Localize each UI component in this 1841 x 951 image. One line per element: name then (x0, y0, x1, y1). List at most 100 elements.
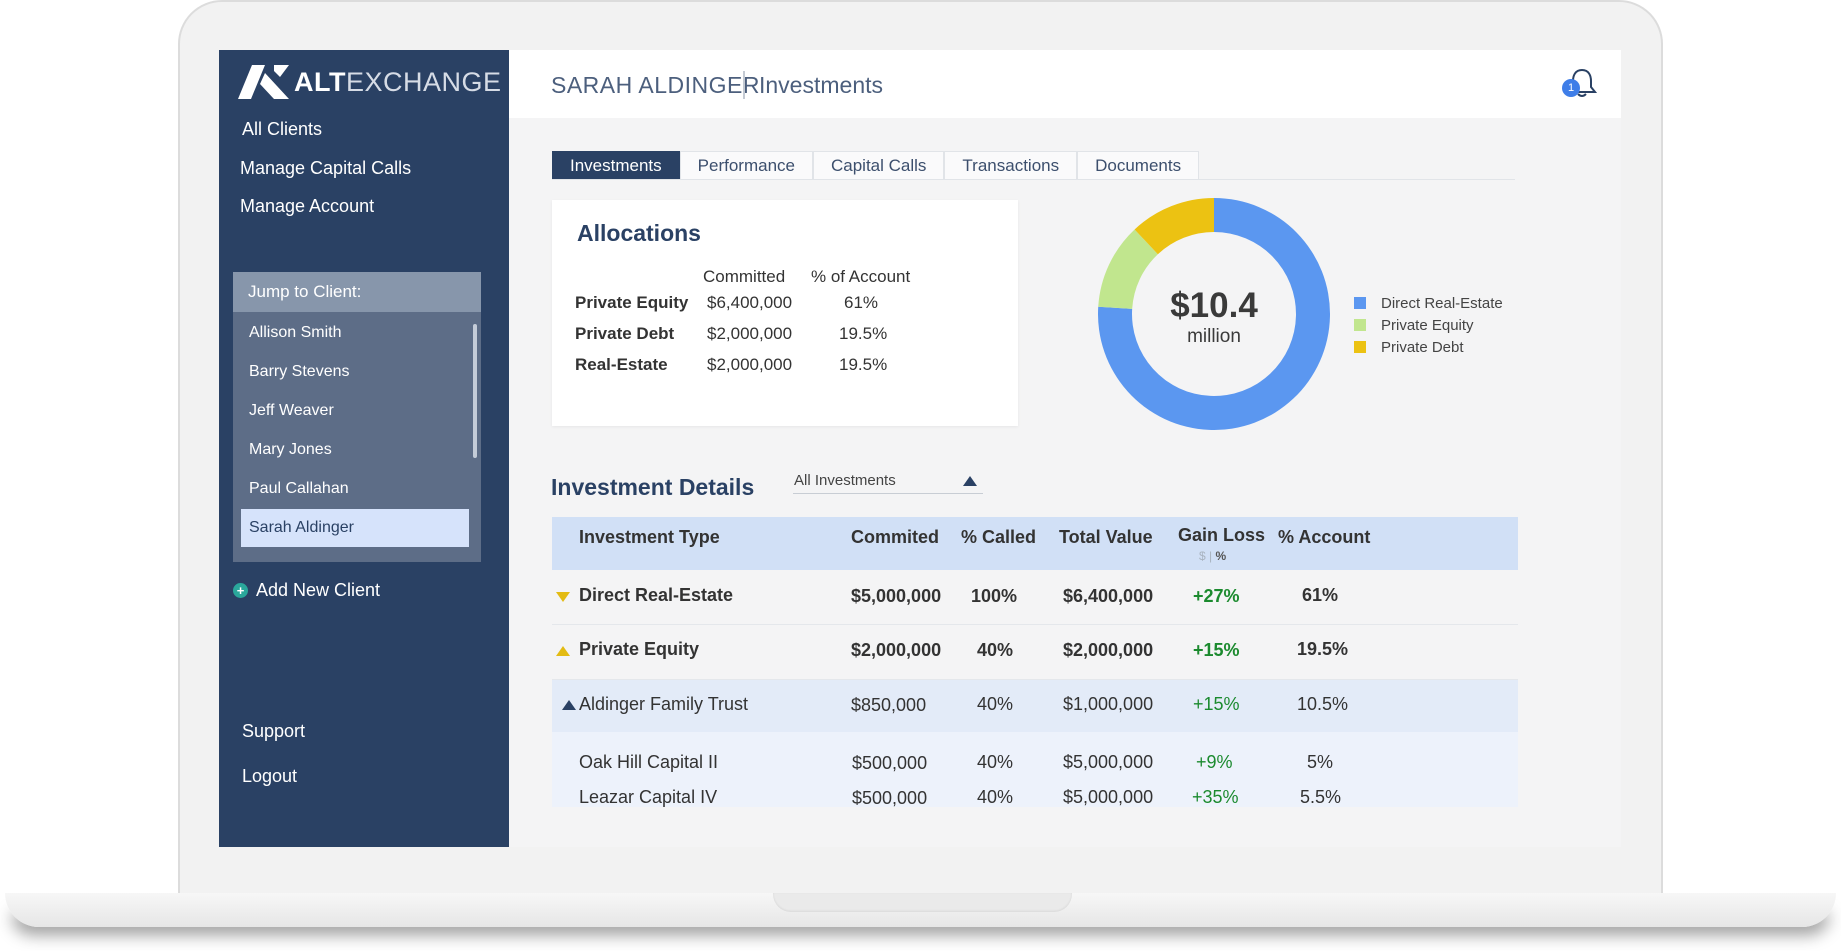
donut-svg (1098, 198, 1330, 430)
donut-legend: Direct Real-Estate Private Equity Privat… (1354, 292, 1503, 358)
page-title: Investments (759, 72, 883, 98)
cell-account: 19.5% (1297, 639, 1349, 659)
cell-total: $5,000,000 (1063, 787, 1154, 807)
tab-capital-calls[interactable]: Capital Calls (812, 151, 945, 179)
client-item-jeff-weaver[interactable]: Jeff Weaver (249, 402, 334, 419)
allocations-committed-header: Committed (703, 267, 786, 286)
donut-unit: million (1187, 326, 1241, 347)
allocation-pct: 19.5% (839, 355, 888, 374)
client-name-title: SARAH ALDINGER (551, 72, 760, 98)
allocation-name: Real-Estate (575, 355, 668, 374)
gain-unit-dollar[interactable]: $ (1199, 549, 1206, 563)
allocation-committed: $2,000,000 (707, 355, 793, 374)
allocation-name: Private Equity (575, 293, 689, 312)
col-gain-loss[interactable]: Gain Loss (1178, 525, 1266, 545)
table-row[interactable]: Direct Real-Estate $5,000,000 100% $6,40… (552, 570, 1518, 625)
legend-swatch (1354, 297, 1366, 309)
tab-documents[interactable]: Documents (1077, 151, 1200, 179)
cell-gain: +9% (1196, 752, 1233, 772)
jump-to-client-panel: Jump to Client: Allison Smith Barry Stev… (233, 272, 481, 562)
gain-unit-percent[interactable]: % (1215, 549, 1227, 563)
tab-investments[interactable]: Investments (552, 151, 680, 179)
cell-type: Oak Hill Capital II (579, 752, 719, 772)
col-total-value[interactable]: Total Value (1059, 527, 1153, 547)
cell-total: $6,400,000 (1063, 586, 1154, 606)
client-list-scrollbar[interactable] (473, 324, 477, 458)
expand-arrow-icon[interactable] (562, 700, 576, 710)
col-called[interactable]: % Called (961, 527, 1037, 547)
cell-total: $1,000,000 (1063, 694, 1154, 714)
donut-total: $10.4 (1170, 286, 1258, 325)
page-header: SARAH ALDINGER Investments 1 (509, 50, 1621, 118)
cell-type: Private Equity (579, 639, 700, 659)
legend-swatch (1354, 319, 1366, 331)
col-committed[interactable]: Commited (851, 527, 940, 547)
nav-all-clients[interactable]: All Clients (242, 119, 323, 139)
tab-performance[interactable]: Performance (679, 151, 813, 179)
cell-type: Leazar Capital IV (579, 787, 718, 807)
client-item-paul-callahan[interactable]: Paul Callahan (249, 480, 349, 497)
client-item-mary-jones[interactable]: Mary Jones (249, 441, 332, 458)
cell-called: 40% (977, 752, 1014, 772)
investment-filter-value: All Investments (794, 472, 896, 489)
col-investment-type[interactable]: Investment Type (579, 527, 720, 547)
allocations-pct-header: % of Account (811, 267, 911, 286)
nav-support[interactable]: Support (242, 721, 306, 741)
gain-loss-unit-toggle[interactable]: $ | % (1199, 549, 1226, 563)
collapse-arrow-icon[interactable] (556, 592, 570, 602)
sidebar: ALTEXCHANGE All Clients Manage Capital C… (219, 50, 509, 847)
allocation-committed: $6,400,000 (707, 293, 793, 312)
cell-account: 61% (1302, 585, 1339, 605)
legend-label: Direct Real-Estate (1381, 294, 1503, 312)
donut-segment-direct-real-estate (1098, 198, 1330, 430)
cell-called: 100% (971, 586, 1018, 606)
cell-gain: +15% (1193, 694, 1240, 714)
add-new-client-button[interactable]: + Add New Client (233, 580, 380, 601)
laptop-notch (773, 893, 1072, 912)
tab-bar: Investments Performance Capital Calls Tr… (552, 151, 1515, 180)
cell-account: 5.5% (1300, 787, 1342, 807)
brand-logo[interactable]: ALTEXCHANGE (238, 65, 502, 99)
legend-item: Private Debt (1354, 336, 1503, 358)
cell-gain: +15% (1193, 640, 1240, 660)
plus-circle-icon: + (233, 583, 248, 598)
table-row[interactable]: Oak Hill Capital II $500,000 40% $5,000,… (552, 732, 1518, 780)
client-item-allison-smith[interactable]: Allison Smith (249, 324, 342, 341)
bell-icon[interactable] (1565, 66, 1599, 100)
legend-item: Private Equity (1354, 314, 1503, 336)
cell-committed: $500,000 (852, 788, 928, 808)
allocation-donut-chart: $10.4 million (1098, 198, 1330, 430)
cell-total: $5,000,000 (1063, 752, 1154, 772)
cell-committed: $850,000 (851, 695, 927, 715)
expand-arrow-icon[interactable] (556, 646, 570, 656)
cell-called: 40% (977, 787, 1014, 807)
nav-logout[interactable]: Logout (242, 766, 298, 786)
client-item-sarah-aldinger[interactable]: Sarah Aldinger (241, 509, 469, 547)
cell-gain: +27% (1193, 586, 1240, 606)
investment-details-title: Investment Details (551, 474, 755, 500)
cell-gain: +35% (1192, 787, 1239, 807)
table-row[interactable]: Private Equity $2,000,000 40% $2,000,000… (552, 625, 1518, 680)
investment-filter-select[interactable]: All Investments (793, 468, 983, 494)
notification-badge: 1 (1562, 79, 1580, 97)
nav-manage-capital-calls[interactable]: Manage Capital Calls (240, 158, 412, 178)
cell-account: 5% (1307, 752, 1334, 772)
client-item-barry-stevens[interactable]: Barry Stevens (249, 363, 350, 380)
investment-details-table: Investment Type Commited % Called Total … (552, 517, 1518, 808)
allocation-name: Private Debt (575, 324, 675, 343)
allocation-pct: 19.5% (839, 324, 888, 343)
allocations-card: Allocations Committed % of Account Priva… (552, 200, 1018, 426)
tab-transactions[interactable]: Transactions (944, 151, 1078, 179)
legend-label: Private Equity (1381, 316, 1474, 334)
cell-account: 10.5% (1297, 694, 1349, 714)
allocations-title: Allocations (577, 220, 701, 246)
allocation-committed: $2,000,000 (707, 324, 793, 343)
col-pct-account[interactable]: % Account (1278, 527, 1371, 547)
table-row[interactable]: Leazar Capital IV $500,000 40% $5,000,00… (552, 780, 1518, 808)
table-row[interactable]: Aldinger Family Trust $850,000 40% $1,00… (552, 680, 1518, 732)
legend-label: Private Debt (1381, 338, 1464, 356)
nav-manage-account[interactable]: Manage Account (240, 196, 375, 216)
cell-committed: $5,000,000 (851, 586, 942, 606)
header-divider (743, 71, 745, 99)
app-screen: ALTEXCHANGE All Clients Manage Capital C… (219, 50, 1621, 847)
